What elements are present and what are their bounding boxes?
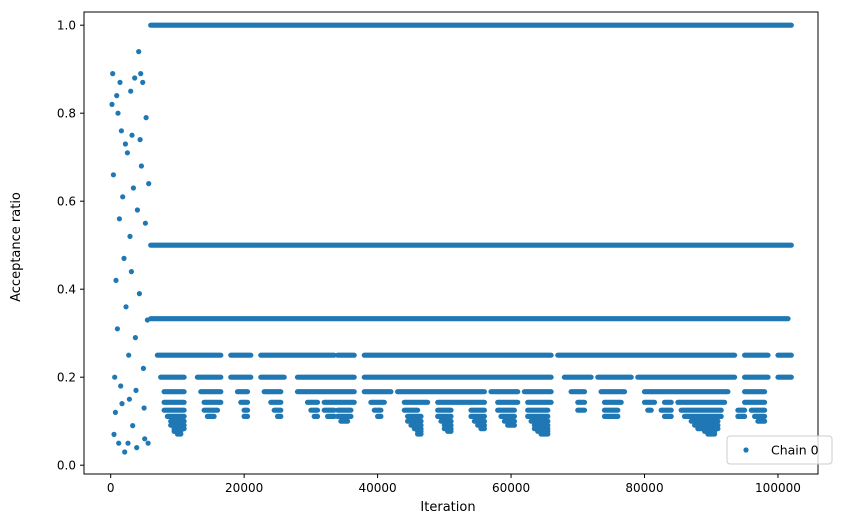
x-tick-label: 100000 [755,481,801,495]
data-point [136,291,142,297]
data-point [128,88,134,94]
data-point [117,79,123,85]
data-point [124,150,130,156]
data-point [134,207,140,213]
data-point [123,304,129,310]
data-point [130,423,136,429]
axes-frame [83,11,819,475]
data-point [133,387,139,393]
data-point [146,181,152,187]
y-tick-label: 0.8 [57,107,76,121]
data-point [114,326,120,332]
data-point [137,137,143,143]
data-point [127,233,133,239]
data-point [130,185,136,191]
data-point [114,93,120,99]
data-point [112,409,118,415]
legend-marker [743,447,749,453]
data-point [129,132,135,138]
data-point [140,365,146,371]
plot-area [109,22,794,455]
data-point [122,449,128,455]
data-point [110,172,116,178]
x-tick-label: 40000 [359,481,397,495]
data-point [120,194,126,200]
data-point [132,75,138,81]
y-tick-label: 0.4 [57,283,76,297]
data-point [134,445,140,451]
data-point [145,440,151,446]
data-point [128,269,134,275]
x-tick-label: 60000 [492,481,530,495]
data-point [115,110,121,116]
data-point [121,255,127,261]
legend: Chain 0 [726,435,833,465]
data-point [141,405,147,411]
axes: 0 20000 40000 60000 80000 100000 0.0 0.2 0.4 0.6 0… [57,11,819,495]
data-point [113,277,119,283]
data-point [138,71,144,77]
data-point [118,128,124,134]
data-point [111,431,117,437]
data-point [116,216,122,222]
data-point [118,383,124,389]
data-point [140,79,146,85]
data-point [119,401,125,407]
x-tick-label: 80000 [625,481,663,495]
data-point [126,396,132,402]
x-tick-label: 0 [107,481,115,495]
data-point [143,115,149,121]
data-point [125,440,131,446]
x-axis-label: Iteration [420,500,475,515]
data-point [109,101,115,107]
data-point [138,163,144,169]
data-point [142,220,148,226]
data-point [136,49,142,55]
data-point [116,440,122,446]
y-tick-label: 0.0 [57,459,76,473]
y-tick-label: 1.0 [57,19,76,33]
data-point [142,436,148,442]
legend-label: Chain 0 [771,443,819,458]
legend-frame [726,435,833,465]
x-tick-label: 20000 [225,481,263,495]
data-point [112,374,118,380]
data-point [110,71,116,77]
y-axis-label: Acceptance ratio [9,192,24,302]
data-point [122,141,128,147]
y-tick-label: 0.6 [57,195,76,209]
y-tick-label: 0.2 [57,371,76,385]
data-point [132,335,138,341]
data-point [126,352,132,358]
